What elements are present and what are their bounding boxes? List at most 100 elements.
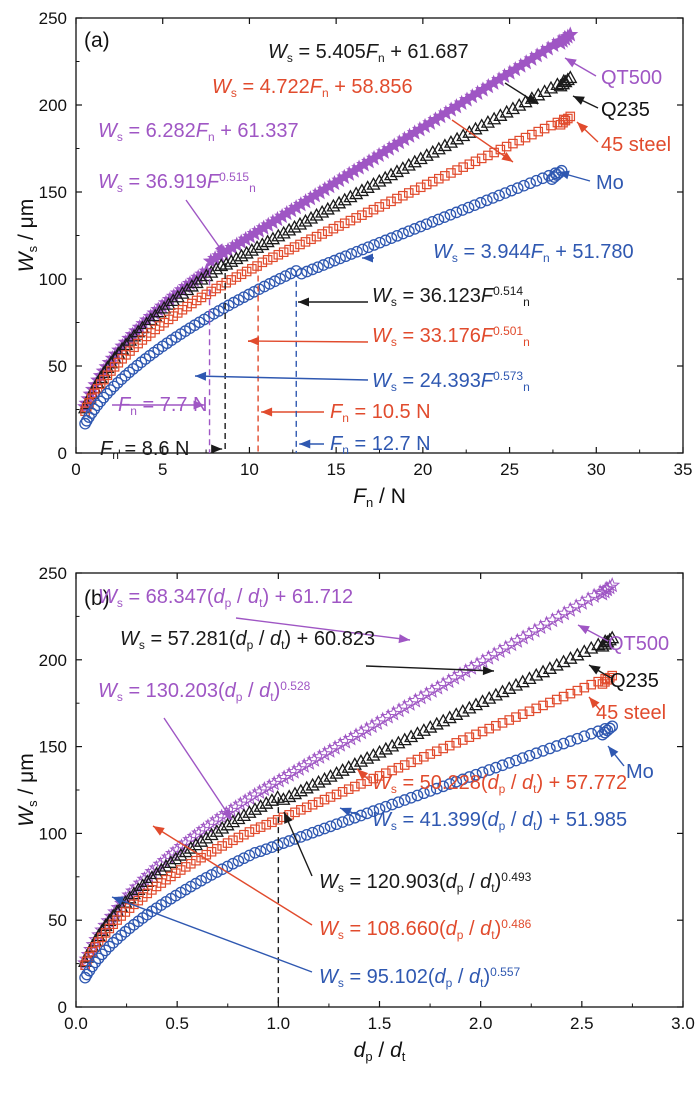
data-point [410,726,425,740]
fit-equation-part: s [391,335,397,349]
data-point [175,865,186,875]
data-point [87,946,98,957]
data-point [175,285,190,299]
data-point [360,750,375,764]
data-point [148,308,163,322]
transition-label-part: n [112,448,119,462]
data-point [383,167,399,181]
fit-equation: Ws​ = 120.903(dp​ / dt​)0.493 [319,870,532,895]
data-point [511,182,524,194]
data-point [221,277,232,288]
fit-equation-part: = 57.281( [145,628,236,650]
data-point [161,874,171,885]
data-point [196,852,206,863]
fit-equation-part: = 24.393 [397,370,481,392]
data-point [119,369,132,382]
data-point [476,153,487,164]
data-point [391,229,404,242]
fit-equation-part: s [391,380,397,394]
x-tick-label: 0.0 [64,1014,88,1033]
data-point [368,204,379,215]
data-point [373,236,386,249]
fit-equation-part: p [499,819,506,833]
data-point [97,391,110,404]
y-axis-label: Ws​ / μm [15,199,40,272]
data-point [260,234,275,248]
data-point [322,226,333,237]
data-point [440,171,450,181]
data-point [480,649,497,665]
data-point [480,194,493,207]
data-point [562,601,579,617]
fit-equation-arrow-head [222,808,232,820]
fit-equation-part: = 4.722 [237,76,310,98]
fit-equation-arrow-head [153,826,165,836]
data-point [543,80,559,94]
x-axis-label-part: F [353,485,367,508]
data-point [429,716,444,730]
data-point [268,252,278,263]
data-point [290,807,300,818]
data-point [317,229,327,239]
data-point [516,752,529,764]
data-point [231,811,246,825]
data-point [399,760,410,770]
data-point [286,763,303,779]
data-point [398,190,408,201]
data-point [180,282,195,296]
data-point [586,679,597,690]
data-point [350,781,360,792]
x-axis-label-part: p [365,1049,372,1064]
data-point [115,929,128,942]
data-point [348,727,364,743]
series-label-arrow-head [558,170,570,180]
data-point [236,808,252,822]
data-point [316,745,333,761]
fit-equation: Ws​ = 50.228(dp​ / dt​) + 57.772 [372,772,627,796]
fit-equation-part: s [231,86,237,100]
transition-arrow-head [261,407,273,417]
data-point [249,240,265,253]
data-point [292,216,308,230]
data-point [426,215,439,228]
series-q235 [78,630,620,967]
data-point [296,805,306,815]
data-point [527,129,537,140]
data-point [328,223,339,234]
data-point [553,78,568,92]
data-point [215,820,230,834]
fit-equation-part: W [120,628,141,650]
fit-equation-part: 0.557 [490,965,520,979]
fit-equation-part: = 130.203( [123,680,225,702]
data-point [348,811,361,824]
data-point [491,720,501,731]
data-point [326,198,341,212]
data-point [186,858,196,869]
data-point [274,272,286,285]
series-45-steel [80,111,576,417]
fit-equation-part: W [319,966,340,988]
data-point [277,837,290,849]
data-point [429,679,446,695]
series-q235 [78,70,578,414]
data-point [435,676,452,692]
data-point [503,636,520,652]
data-point [236,269,247,280]
fit-equation-part: / [253,628,270,650]
data-point [282,789,297,803]
fit-equation-part: p [236,690,243,704]
fit-equation-part: d [270,628,282,650]
data-point [266,775,283,791]
data-point [318,822,331,835]
data-point [254,845,267,858]
data-point [597,636,613,650]
data-point [452,666,468,682]
fit-equation-part: d [488,809,500,831]
fit-equation-part: / [231,586,248,608]
data-point [416,723,431,736]
data-point [362,241,375,254]
fit-equation-part: = 108.660( [344,918,446,940]
data-point [347,757,362,770]
data-point [284,244,294,255]
fit-equation-part: p [457,881,464,895]
